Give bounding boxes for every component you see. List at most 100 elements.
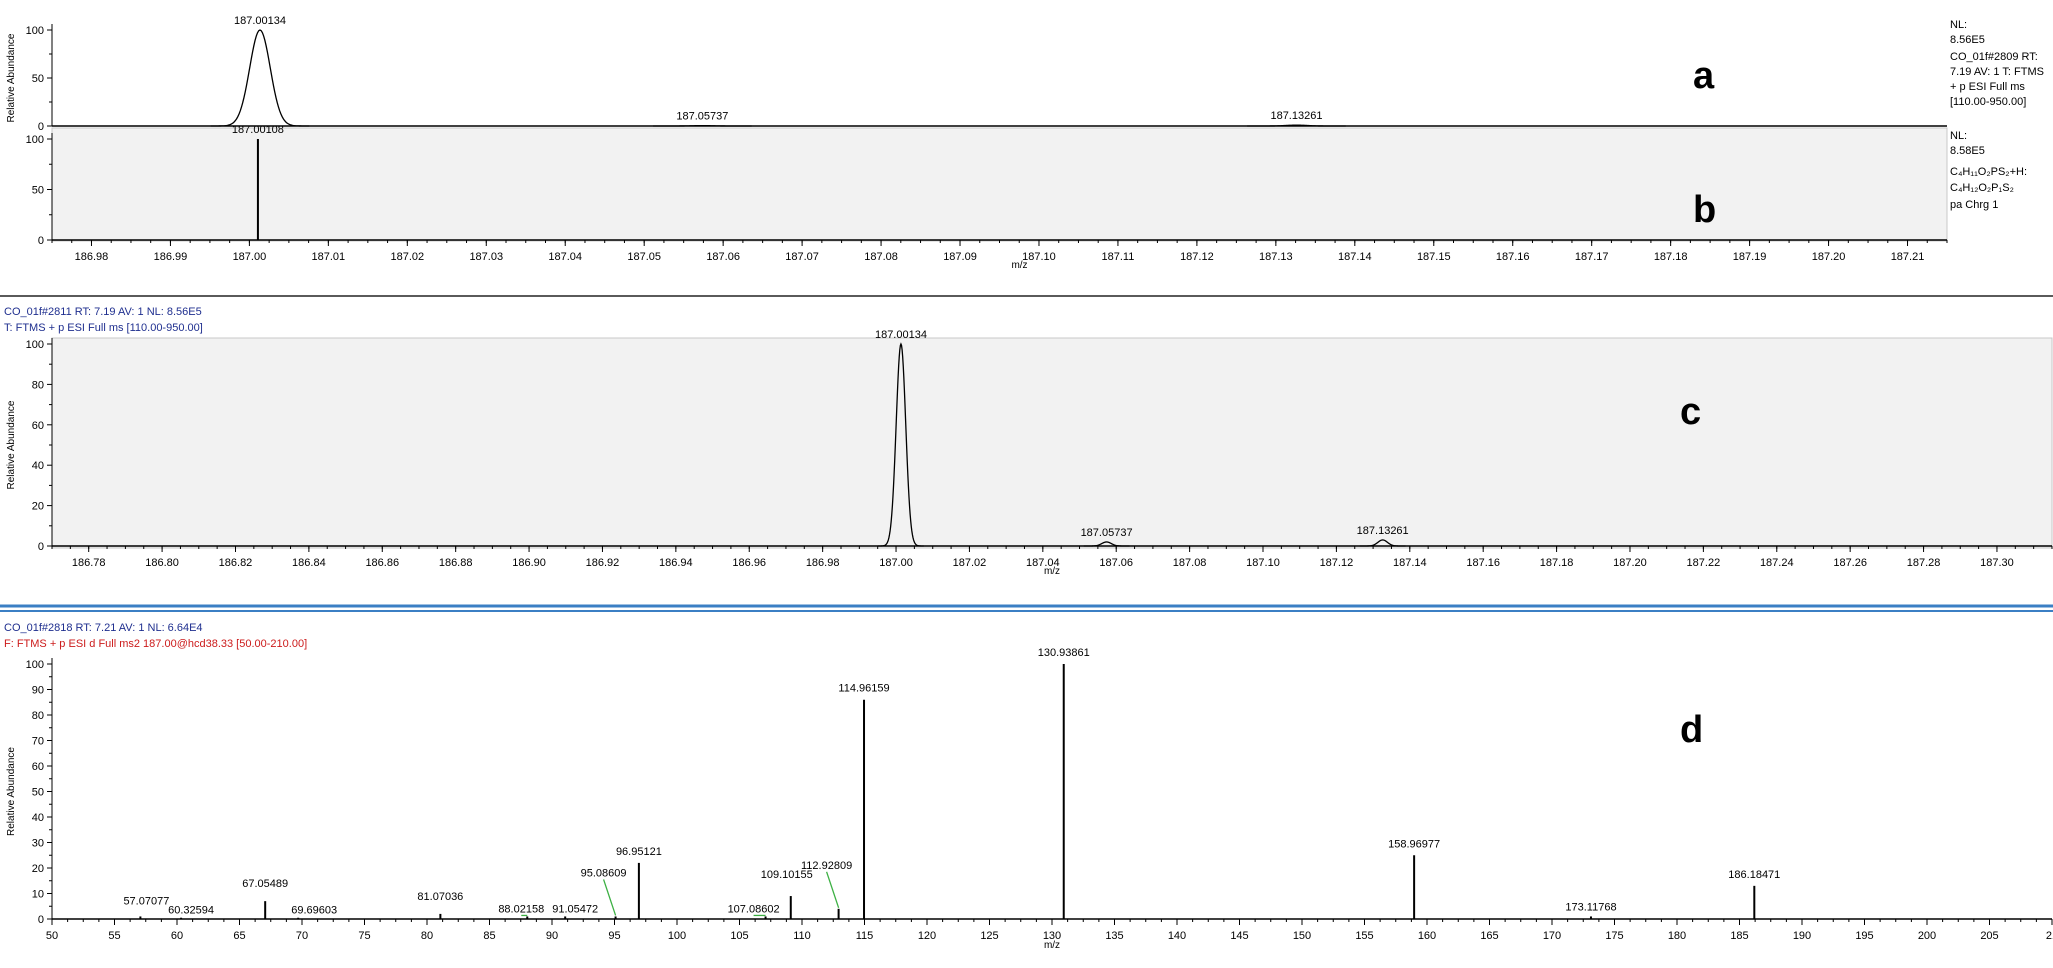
- panel-b-plot-area: [51, 127, 1948, 242]
- x-tick-label: 187.10: [1022, 251, 1056, 263]
- panel-b-info-line: C₄H₁₂O₂P₁S₂: [1950, 182, 2014, 194]
- peak-label: 187.13261: [1357, 525, 1409, 537]
- peak-label: 60.32594: [168, 905, 214, 917]
- x-tick-label: 187.08: [1173, 557, 1207, 569]
- x-tick-label: 195: [1855, 930, 1873, 942]
- x-tick-label: 187.02: [390, 251, 424, 263]
- x-tick-label: 187.22: [1687, 557, 1721, 569]
- peak-label: 81.07036: [417, 891, 463, 903]
- panel-c-header-line2: T: FTMS + p ESI Full ms [110.00-950.00]: [4, 322, 203, 334]
- x-axis-label: m/z: [1011, 260, 1027, 271]
- x-tick-label: 187.00: [233, 251, 267, 263]
- x-tick-label: 105: [730, 930, 748, 942]
- x-tick-label: 186.99: [154, 251, 188, 263]
- panel-a-info-line: + p ESI Full ms: [1950, 81, 2025, 93]
- x-tick-label: 187.19: [1733, 251, 1767, 263]
- x-axis-label: m/z: [1044, 566, 1060, 577]
- x-tick-label: 186.98: [806, 557, 840, 569]
- x-tick-label: 65: [233, 930, 245, 942]
- panel-a-plot-area: [52, 10, 1947, 128]
- peak-label: 112.92809: [801, 860, 852, 872]
- peak-label: 187.00134: [875, 329, 927, 341]
- panel-c-chart: 0 20 40 60 80 100 Relative Abundance 186.78 186.…: [6, 329, 2053, 577]
- y-tick-label: 10: [32, 889, 44, 901]
- peak-label: 187.13261: [1270, 110, 1322, 122]
- x-tick-label: 50: [46, 930, 58, 942]
- x-tick-label: 187.03: [469, 251, 503, 263]
- x-tick-label: 187.05: [627, 251, 661, 263]
- y-tick-label: 90: [32, 685, 44, 697]
- panel-a-info-line: NL:: [1950, 19, 1967, 31]
- y-tick-label: 40: [32, 812, 44, 824]
- peak-label-leader: [825, 871, 840, 909]
- y-tick-label: 100: [26, 25, 44, 37]
- x-tick-label: 186.96: [732, 557, 766, 569]
- peak-label: 88.02158: [498, 903, 544, 915]
- x-tick-label: 90: [546, 930, 558, 942]
- x-tick-label: 186.78: [72, 557, 106, 569]
- x-tick-label: 80: [421, 930, 433, 942]
- peak-label: 187.05737: [676, 111, 728, 123]
- panel-d-plot-area: [52, 655, 2052, 920]
- x-tick-label: 150: [1293, 930, 1311, 942]
- peak-label: 186.18471: [1728, 869, 1780, 881]
- y-tick-label: 0: [38, 914, 44, 926]
- x-tick-label: 55: [108, 930, 120, 942]
- x-tick-label: 187.14: [1393, 557, 1427, 569]
- x-tick-label: 187.18: [1654, 251, 1688, 263]
- x-tick-label: 187.04: [548, 251, 582, 263]
- x-tick-label: 187.28: [1907, 557, 1941, 569]
- x-tick-label: 187.26: [1833, 557, 1867, 569]
- y-axis-label: Relative Abundance: [6, 747, 17, 836]
- x-tick-label: 186.80: [145, 557, 179, 569]
- peak-label: 107.08602: [728, 903, 780, 915]
- x-tick-label: 140: [1168, 930, 1186, 942]
- y-tick-label: 40: [32, 460, 44, 472]
- panel-b-info-line: 8.58E5: [1950, 145, 1985, 157]
- x-tick-label: 187.16: [1466, 557, 1500, 569]
- x-tick-label: 187.07: [785, 251, 819, 263]
- x-tick-label: 187.11: [1102, 251, 1135, 263]
- x-tick-label: 145: [1230, 930, 1248, 942]
- x-tick-label: 187.12: [1180, 251, 1214, 263]
- x-axis-label: m/z: [1044, 940, 1060, 951]
- x-tick-label: 95: [608, 930, 620, 942]
- x-tick-label: 187.16: [1496, 251, 1530, 263]
- x-tick-label: 21: [2046, 930, 2053, 942]
- x-tick-label: 175: [1605, 930, 1623, 942]
- x-tick-label: 135: [1105, 930, 1123, 942]
- x-tick-label: 187.30: [1980, 557, 2014, 569]
- x-tick-label: 186.88: [439, 557, 473, 569]
- y-tick-label: 30: [32, 838, 44, 850]
- panel-d-header-line1: CO_01f#2818 RT: 7.21 AV: 1 NL: 6.64E4: [4, 622, 203, 634]
- panel-a-info: NL: 8.56E5 CO_01f#2809 RT: 7.19 AV: 1 T:…: [1950, 19, 2044, 108]
- spectrum-peak: [210, 29, 310, 127]
- x-tick-label: 190: [1793, 930, 1811, 942]
- panel-c-letter: c: [1680, 391, 1701, 433]
- x-tick-label: 165: [1480, 930, 1498, 942]
- x-tick-label: 186.98: [75, 251, 109, 263]
- y-tick-label: 60: [32, 420, 44, 432]
- panel-a-info-line: CO_01f#2809 RT:: [1950, 51, 2038, 63]
- y-tick-label: 50: [32, 185, 44, 197]
- x-tick-label: 187.20: [1613, 557, 1647, 569]
- x-tick-label: 187.10: [1246, 557, 1280, 569]
- peak-label: 187.00108: [232, 124, 284, 136]
- y-tick-label: 80: [32, 710, 44, 722]
- y-tick-label: 0: [38, 541, 44, 553]
- x-tick-label: 100: [668, 930, 686, 942]
- x-tick-label: 187.08: [864, 251, 898, 263]
- x-tick-label: 205: [1980, 930, 1998, 942]
- panel-c-plot-area: [51, 337, 2053, 549]
- panel-b-letter: b: [1693, 189, 1716, 231]
- x-tick-label: 187.13: [1259, 251, 1293, 263]
- y-tick-label: 60: [32, 761, 44, 773]
- y-tick-label: 0: [38, 121, 44, 133]
- panel-a-info-line: [110.00-950.00]: [1950, 96, 2026, 108]
- x-tick-label: 187.21: [1891, 251, 1925, 263]
- x-tick-label: 186.90: [512, 557, 546, 569]
- spectrum-peak: [878, 342, 924, 547]
- x-tick-label: 187.12: [1320, 557, 1354, 569]
- x-tick-label: 187.18: [1540, 557, 1574, 569]
